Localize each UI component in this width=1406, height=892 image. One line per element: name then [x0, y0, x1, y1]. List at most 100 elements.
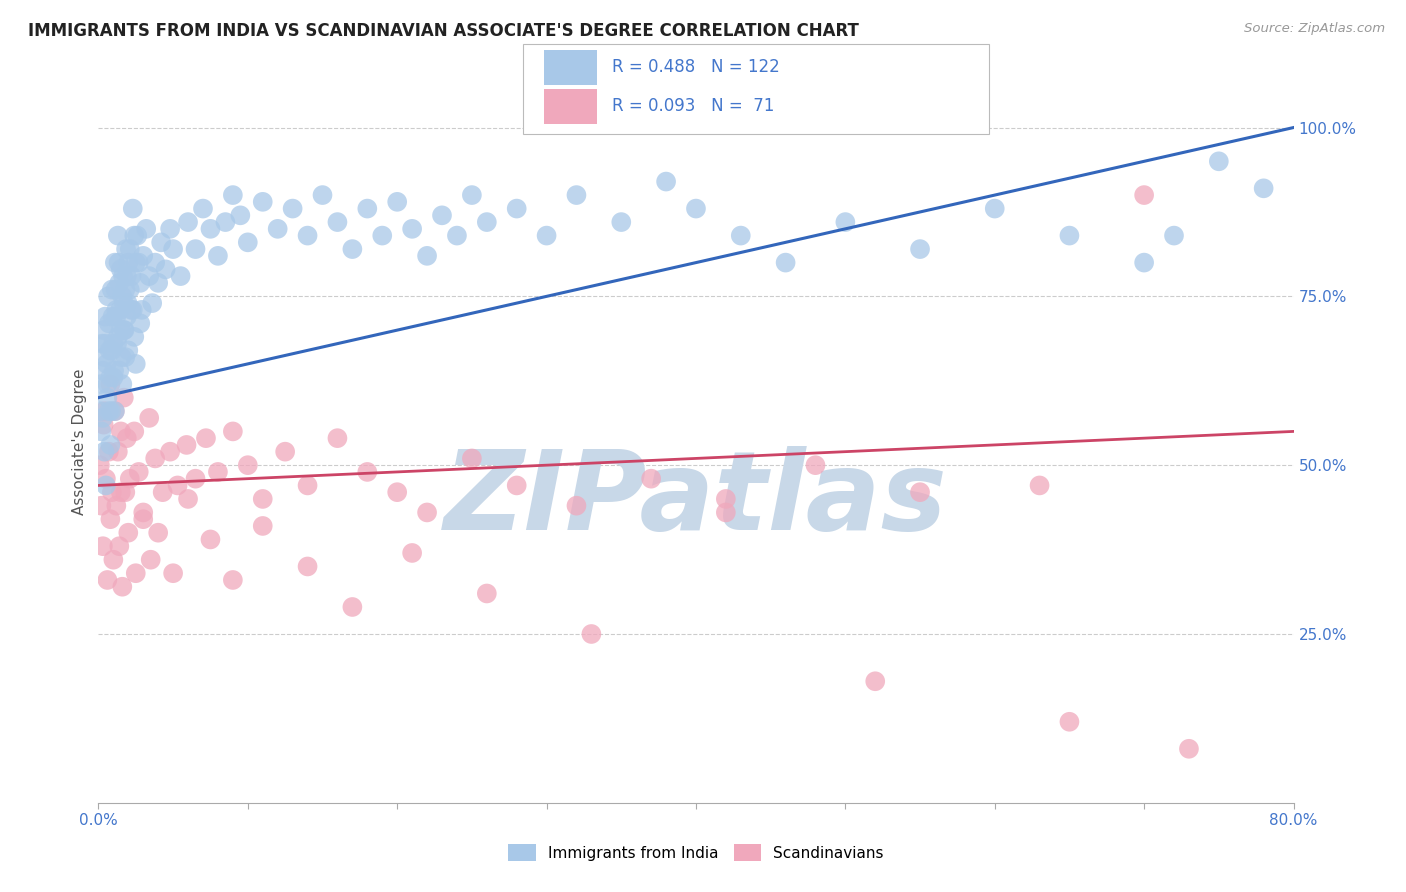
Point [714, 505, 737, 519]
Point [107, 255, 129, 269]
Point [103, 552, 125, 566]
FancyBboxPatch shape [523, 44, 988, 135]
Point [110, 425, 132, 439]
Point [385, 485, 409, 500]
Point [111, 377, 134, 392]
Point [730, 228, 752, 243]
Point [1028, 478, 1050, 492]
Point [128, 465, 150, 479]
Point [385, 194, 409, 209]
Point [105, 310, 128, 324]
Point [297, 228, 319, 243]
Point [191, 202, 214, 216]
Point [430, 208, 453, 222]
Point [117, 525, 139, 540]
Point [112, 323, 135, 337]
Point [132, 249, 155, 263]
Point [356, 465, 378, 479]
Point [125, 255, 148, 269]
Point [984, 202, 1007, 216]
Point [105, 302, 128, 317]
Point [506, 202, 529, 216]
Point [162, 242, 184, 256]
Point [118, 472, 141, 486]
Point [1133, 255, 1156, 269]
Point [184, 472, 207, 486]
Point [207, 465, 229, 479]
Point [159, 444, 181, 458]
Point [214, 215, 236, 229]
Point [107, 228, 129, 243]
Point [274, 444, 297, 458]
Point [446, 228, 468, 243]
Point [104, 404, 127, 418]
Point [103, 336, 125, 351]
Point [129, 276, 152, 290]
Point [401, 546, 423, 560]
Point [107, 330, 129, 344]
Point [252, 491, 274, 506]
Point [143, 451, 166, 466]
Point [138, 269, 160, 284]
Point [96, 391, 118, 405]
Point [101, 485, 124, 500]
Point [96, 573, 118, 587]
Point [685, 202, 707, 216]
Point [111, 289, 134, 303]
Point [184, 242, 207, 256]
Point [565, 188, 588, 202]
Point [90, 425, 112, 439]
Point [610, 215, 633, 229]
Point [112, 269, 135, 284]
Point [342, 599, 364, 614]
Point [195, 431, 218, 445]
Point [200, 533, 222, 547]
Point [98, 512, 122, 526]
Text: R = 0.093   N =  71: R = 0.093 N = 71 [613, 97, 775, 115]
Point [252, 194, 274, 209]
Point [148, 525, 170, 540]
Point [207, 249, 229, 263]
Point [128, 255, 150, 269]
Point [536, 228, 558, 243]
Point [110, 485, 132, 500]
Point [326, 431, 349, 445]
Point [121, 202, 143, 216]
Point [97, 317, 120, 331]
Point [640, 472, 662, 486]
Point [200, 222, 222, 236]
Point [908, 485, 931, 500]
Legend: Immigrants from India, Scandinavians: Immigrants from India, Scandinavians [502, 838, 890, 867]
Point [475, 215, 498, 229]
Point [115, 242, 138, 256]
Point [91, 411, 114, 425]
Point [131, 302, 153, 317]
Point [94, 310, 117, 324]
Point [117, 255, 139, 269]
Point [401, 222, 423, 236]
Point [159, 222, 181, 236]
Point [93, 323, 115, 337]
Point [311, 188, 333, 202]
Point [98, 343, 121, 358]
Point [416, 249, 439, 263]
Point [281, 202, 304, 216]
Point [112, 296, 135, 310]
Point [229, 208, 252, 222]
Point [121, 302, 143, 317]
Point [114, 350, 136, 364]
Point [108, 364, 131, 378]
Point [90, 499, 112, 513]
Point [89, 404, 111, 418]
Point [714, 491, 737, 506]
Point [104, 404, 127, 418]
Point [124, 330, 146, 344]
Point [97, 444, 120, 458]
Point [93, 404, 115, 418]
Point [865, 674, 887, 689]
Point [97, 404, 120, 418]
Point [125, 357, 148, 371]
Point [655, 175, 678, 189]
Text: R = 0.488   N = 122: R = 0.488 N = 122 [613, 58, 780, 76]
Point [93, 417, 115, 432]
